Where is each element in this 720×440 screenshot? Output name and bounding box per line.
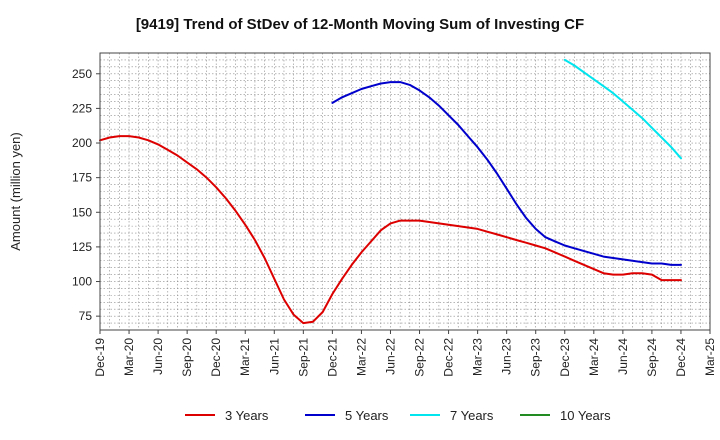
x-tick-label: Sep-20 [180, 338, 194, 377]
y-tick-label: 125 [72, 240, 92, 254]
x-tick-label: Mar-21 [238, 338, 252, 376]
x-tick-label: Jun-23 [500, 338, 514, 375]
y-tick-label: 225 [72, 101, 92, 115]
x-tick-label: Sep-21 [296, 338, 310, 377]
x-axis-ticks: Dec-19 Mar-20 Jun-20 Sep-20 Dec-20 Mar-21 Jun-… [93, 330, 717, 377]
x-tick-label: Jun-22 [383, 338, 397, 375]
y-tick-label: 175 [72, 171, 92, 185]
x-tick-label: Dec-24 [674, 338, 688, 377]
x-tick-label: Jun-24 [616, 338, 630, 375]
legend-label: 5 Years [345, 408, 389, 423]
x-tick-label: Mar-23 [471, 338, 485, 376]
x-tick-label: Sep-22 [413, 338, 427, 377]
y-tick-label: 250 [72, 67, 92, 81]
series-line-3-years [99, 135, 682, 325]
y-tick-label: 75 [79, 309, 93, 323]
series-line-5-years [331, 81, 682, 266]
y-tick-label: 200 [72, 136, 92, 150]
x-tick-label: Sep-23 [529, 338, 543, 377]
x-tick-label: Jun-21 [267, 338, 281, 375]
plot-frame [99, 52, 711, 331]
series-lines [99, 58, 682, 325]
legend-label: 10 Years [560, 408, 611, 423]
x-tick-label: Mar-24 [587, 338, 601, 376]
y-axis-title: Amount (million yen) [8, 132, 23, 251]
x-tick-label: Dec-20 [209, 338, 223, 377]
x-tick-label: Dec-23 [558, 338, 572, 377]
y-tick-label: 150 [72, 205, 92, 219]
y-axis-ticks: 75 100 125 150 175 200 225 250 [72, 67, 100, 323]
legend-label: 3 Years [225, 408, 269, 423]
legend-label: 7 Years [450, 408, 494, 423]
x-tick-label: Mar-22 [354, 338, 368, 376]
x-tick-label: Mar-20 [122, 338, 136, 376]
x-tick-label: Mar-25 [703, 338, 717, 376]
legend: 3 Years 5 Years 7 Years 10 Years [185, 408, 611, 423]
series-line-7-years [563, 58, 682, 160]
chart-title: [9419] Trend of StDev of 12-Month Moving… [135, 16, 585, 33]
x-tick-label: Dec-21 [325, 338, 339, 377]
grid-lines [99, 53, 711, 330]
x-tick-label: Sep-24 [645, 338, 659, 377]
y-tick-label: 100 [72, 275, 92, 289]
x-tick-label: Dec-22 [442, 338, 456, 377]
x-tick-label: Dec-19 [93, 338, 107, 377]
x-tick-label: Jun-20 [151, 338, 165, 375]
